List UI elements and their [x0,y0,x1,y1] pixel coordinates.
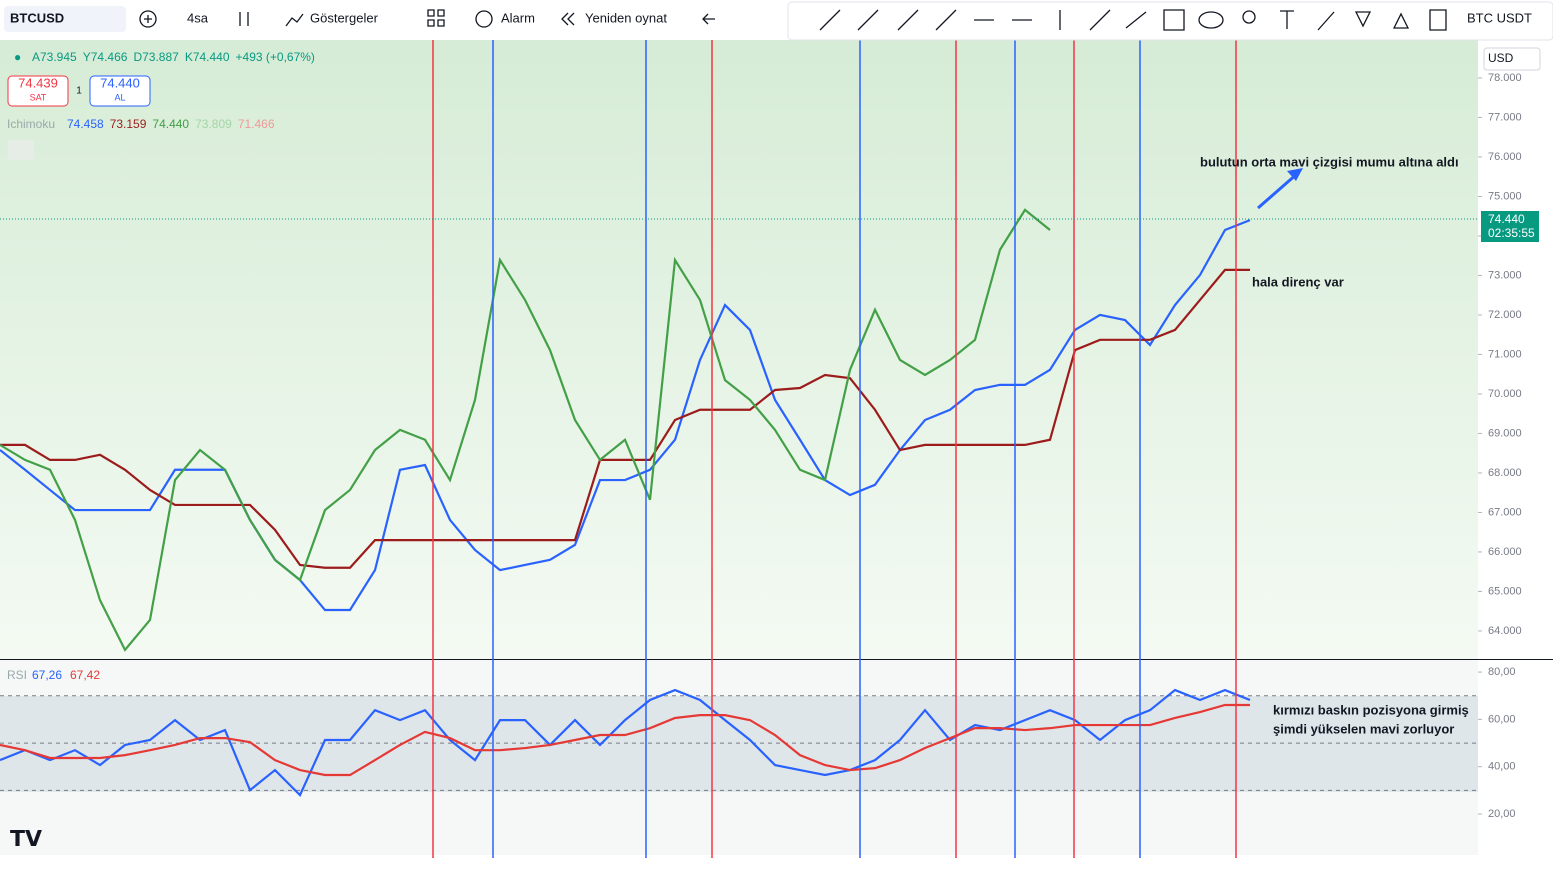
y-tick-label: 73.000 [1488,269,1522,281]
alarm-button[interactable]: Alarm [501,10,535,25]
rsi-title: RSI [7,668,27,682]
rsi-value: 67,42 [70,668,100,682]
y-tick-label: 72.000 [1488,309,1522,321]
annotation: bulutun orta mavi çizgisi mumu altına al… [1200,154,1459,169]
sell-button[interactable] [7,75,69,107]
indicator-value: 73.159 [110,117,147,131]
y-tick-label: 40,00 [1488,761,1516,773]
y-tick-label: 78.000 [1488,72,1522,84]
pair: BTC USDT [1467,10,1532,25]
indicator-value: 71.466 [238,117,275,131]
time-axis [0,858,1553,883]
buy-price: 74.440 [100,75,140,90]
indicator-line [0,268,1250,569]
last-price: 74.440 [1488,212,1525,226]
annotation-arrow [1257,171,1299,210]
interval[interactable]: 4sa [187,10,209,25]
toolbar-icons [139,9,1447,31]
y-tick-label: 69.000 [1488,427,1522,439]
replay-button[interactable]: Yeniden oynat [585,10,667,25]
ohlc-value: D73.887 [133,50,179,64]
status-dot: ● [14,50,21,64]
annotation-arrow-head [1287,168,1303,181]
ohlc-value: Y74.466 [83,50,128,64]
sell-label: SAT [30,92,47,102]
ohlc-value: +493 (+0,67%) [236,50,315,64]
y-tick-label: 68.000 [1488,467,1522,479]
buy-button[interactable] [89,75,151,107]
collapse-button[interactable] [8,140,34,160]
sell-price: 74.439 [18,75,58,90]
y-tick-label: 76.000 [1488,151,1522,163]
spread: 1 [76,86,82,97]
indicators-button[interactable]: Göstergeler [310,10,379,25]
annotation: kırmızı baskın pozisyona girmiş [1273,702,1469,717]
indicator-line [0,688,1251,798]
rsi-value: 67,26 [32,668,62,682]
price-pane [0,40,1478,659]
indicator-name: Ichimoku [7,117,55,131]
indicator-value: 74.458 [67,117,104,131]
ohlc-value: K74.440 [185,50,230,64]
indicator-line [0,703,1250,777]
annotation: hala direnç var [1252,274,1344,289]
buy-label: AL [114,92,125,102]
logo: 𝗧𝗩 [10,826,42,851]
y-tick-label: 77.000 [1488,111,1522,123]
y-tick-label: 70.000 [1488,388,1522,400]
indicator-line [0,219,1251,612]
rsi-band [0,696,1478,792]
countdown: 02:35:55 [1488,226,1535,240]
y-tick-label: 67.000 [1488,506,1522,518]
y-tick-label: 65.000 [1488,585,1522,597]
currency-select[interactable] [1483,47,1541,71]
price-label-bg [1481,211,1539,242]
y-tick-label: 64.000 [1488,625,1522,637]
y-tick-label: 80,00 [1488,666,1516,678]
annotation: şimdi yükselen mavi zorluyor [1273,721,1454,736]
drawing-toolbar [787,1,1553,41]
y-tick-label: 60,00 [1488,713,1516,725]
currency: USD [1488,51,1514,65]
y-tick-label: 20,00 [1488,808,1516,820]
symbol: BTCUSD [10,10,64,25]
indicator-line [0,208,1051,652]
indicator-value: 73.809 [195,117,232,131]
ohlc-value: A73.945 [32,50,77,64]
y-tick-label: 71.000 [1488,348,1522,360]
y-tick-label: 75.000 [1488,190,1522,202]
symbol-search[interactable] [4,6,126,32]
y-tick-label: 66.000 [1488,546,1522,558]
indicator-value: 74.440 [152,117,189,131]
